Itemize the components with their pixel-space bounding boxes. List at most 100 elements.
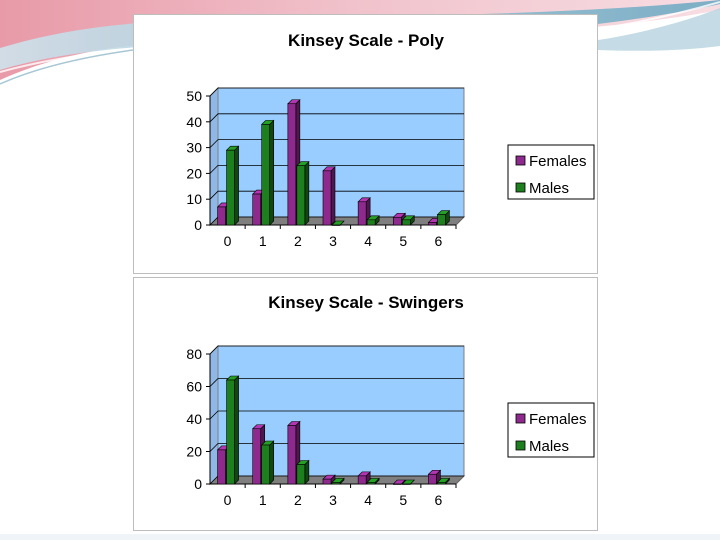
y-tick-label: 10 (186, 191, 202, 207)
bar-males-6 (436, 477, 451, 485)
bar-front (401, 483, 411, 485)
gridline (209, 410, 464, 420)
y-tick-label: 0 (194, 476, 202, 492)
left-swoosh-line (0, 49, 134, 85)
bar-males-6 (436, 209, 451, 226)
x-tick-label: 1 (259, 233, 267, 249)
chart-title: Kinsey Scale - Poly (288, 31, 444, 50)
bar-front (296, 165, 306, 226)
bar-males-2 (296, 459, 310, 485)
bar-males-1 (260, 119, 275, 226)
bar-front (366, 482, 376, 485)
bar-front (217, 449, 226, 485)
bar-front (366, 219, 376, 226)
gridline (209, 345, 464, 355)
gridline (209, 190, 464, 200)
y-tick-label: 40 (186, 411, 202, 427)
bar-males-4 (366, 215, 380, 226)
bar-males-5 (401, 479, 416, 485)
legend-label-males: Males (529, 438, 569, 455)
bar-males-5 (401, 215, 416, 226)
gridline (209, 113, 464, 123)
bar-males-0 (225, 375, 240, 485)
x-tick-label: 6 (435, 492, 443, 508)
gridline (209, 378, 464, 387)
bottom-bar (0, 534, 720, 540)
bar-front (296, 464, 306, 485)
x-tick-label: 6 (435, 233, 443, 249)
chart-kinsey-poly: Kinsey Scale - Poly 0 10 20 30 40 50 0 1 2 3 4 5 6 Fem… (186, 31, 595, 249)
x-tick-label: 1 (259, 492, 267, 508)
bar-front (428, 473, 437, 485)
legend-label-females: Females (529, 411, 587, 428)
bar-females-5 (392, 212, 407, 226)
x-tick-label: 5 (399, 492, 407, 508)
bar-side (269, 119, 275, 226)
bar-front (428, 222, 437, 226)
gridline (209, 164, 464, 174)
bar-females-5 (392, 479, 407, 485)
bar-males-3 (331, 477, 345, 485)
y-tick-label: 80 (186, 346, 202, 362)
legend-swatch-females (515, 413, 526, 424)
bar-front (331, 482, 341, 485)
bar-males-0 (225, 145, 240, 226)
y-tick-label: 20 (186, 444, 202, 460)
bar-males-3 (331, 220, 345, 226)
bar-males-2 (296, 160, 310, 226)
bar-side (330, 166, 336, 226)
chart-panel-swingers: Kinsey Scale - Swingers 0 20 40 60 80 0 1 2 3 4 5 6 F… (133, 277, 598, 531)
legend-label-males: Males (529, 180, 569, 197)
bar-side (304, 160, 310, 226)
x-tick-label: 0 (224, 492, 232, 508)
bar-side (269, 440, 275, 485)
x-tick-label: 2 (294, 492, 302, 508)
bar-males-1 (260, 440, 275, 485)
bar-front (261, 124, 271, 226)
legend-swatch-males (515, 182, 526, 193)
chart-title: Kinsey Scale - Swingers (268, 293, 464, 312)
x-tick-label: 4 (364, 233, 372, 249)
bar-front (392, 216, 402, 226)
bar-front (287, 425, 297, 485)
bar-front (261, 444, 271, 485)
x-tick-label: 3 (329, 492, 337, 508)
chart-kinsey-swingers: Kinsey Scale - Swingers 0 20 40 60 80 0 1 2 3 4 5 6 F… (186, 293, 595, 508)
bar-front (357, 201, 367, 226)
y-tick-label: 60 (186, 379, 202, 395)
bar-front (226, 149, 235, 226)
gridline (209, 443, 464, 452)
bar-front (401, 219, 411, 226)
x-tick-label: 4 (364, 492, 372, 508)
bar-front (437, 482, 446, 485)
bar-males-4 (366, 477, 380, 485)
bar-front (437, 214, 446, 226)
legend: Females Males (507, 402, 595, 458)
y-tick-label: 20 (186, 165, 202, 181)
bar-front (226, 379, 235, 485)
gridline (209, 87, 464, 97)
x-tick-label: 2 (294, 233, 302, 249)
x-tick-label: 0 (224, 233, 232, 249)
bar-females-3 (322, 166, 336, 226)
y-tick-label: 30 (186, 140, 202, 156)
bar-side (234, 375, 239, 485)
plot-side-wall (209, 86, 219, 227)
bar-side (234, 145, 239, 226)
y-tick-label: 50 (186, 88, 202, 104)
bar-front (217, 206, 226, 226)
legend: Females Males (507, 144, 595, 200)
x-tick-label: 5 (399, 233, 407, 249)
legend-swatch-males (515, 440, 526, 451)
bar-front (322, 170, 332, 226)
bar-front (287, 103, 297, 226)
bar-front (252, 193, 262, 226)
right-swoosh-blue (598, 8, 720, 51)
gridline (209, 139, 464, 148)
y-tick-label: 0 (194, 217, 202, 233)
bar-front (331, 224, 341, 226)
legend-swatch-females (515, 155, 526, 166)
bar-females-4 (357, 471, 371, 485)
x-tick-label: 3 (329, 233, 337, 249)
chart-panel-poly: Kinsey Scale - Poly 0 10 20 30 40 50 0 1 2 3 4 5 6 Fem… (133, 14, 598, 274)
